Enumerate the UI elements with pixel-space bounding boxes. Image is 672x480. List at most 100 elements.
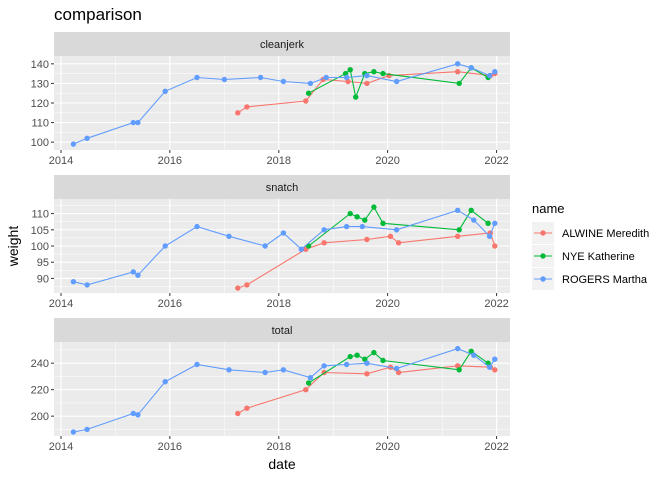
- data-point: [371, 349, 377, 356]
- data-point: [323, 74, 329, 81]
- data-point: [262, 369, 268, 376]
- data-point: [485, 220, 491, 226]
- data-point: [235, 410, 241, 417]
- data-point: [257, 74, 264, 81]
- x-axis-title: date: [268, 456, 295, 472]
- data-point: [455, 69, 461, 75]
- x-tick-label: 2020: [375, 298, 399, 310]
- data-point: [492, 69, 498, 75]
- data-point: [395, 240, 402, 246]
- data-point: [321, 363, 327, 369]
- data-point: [468, 348, 474, 354]
- data-point: [343, 223, 350, 230]
- x-tick-label: 2016: [158, 298, 182, 310]
- y-tick-label: 100: [31, 241, 49, 253]
- legend-key-point: [540, 253, 546, 259]
- x-tick-label: 2018: [267, 155, 291, 167]
- panel-background: [54, 342, 510, 436]
- series-rogers-martha: [70, 207, 498, 288]
- data-point: [359, 223, 365, 230]
- data-point: [235, 285, 241, 291]
- panel-snatch: snatch 90 95 100 105 110 2014 2016 2018 2020 2022: [31, 175, 510, 310]
- y-tick-label: 105: [31, 225, 49, 237]
- data-point: [135, 412, 141, 418]
- data-point: [468, 65, 474, 71]
- data-point: [280, 230, 287, 236]
- data-point: [226, 367, 232, 373]
- data-point: [135, 119, 141, 126]
- data-point: [194, 223, 200, 230]
- x-tick-label: 2014: [49, 298, 73, 310]
- x-tick-label: 2022: [484, 155, 508, 167]
- data-point: [343, 361, 350, 368]
- data-point: [456, 80, 462, 87]
- legend-entry: ROGERS Martha: [532, 268, 648, 290]
- strip-label: cleanjerk: [260, 39, 305, 51]
- data-point: [280, 78, 287, 85]
- x-tick-label: 2018: [267, 441, 291, 453]
- chart-title: comparison: [54, 5, 142, 24]
- data-point: [364, 72, 370, 79]
- data-point: [280, 367, 287, 373]
- data-point: [380, 220, 386, 226]
- y-tick-label: 100: [31, 137, 49, 149]
- data-point: [380, 357, 386, 364]
- data-point: [303, 98, 309, 104]
- data-point: [455, 207, 461, 213]
- data-point: [321, 227, 327, 233]
- strip-background: [54, 32, 510, 56]
- series-alwine-meredith: [235, 230, 498, 291]
- data-point: [305, 90, 312, 96]
- data-point: [393, 78, 400, 85]
- series-line: [308, 67, 489, 100]
- legend-label: ROGERS Martha: [562, 274, 648, 286]
- data-point: [162, 88, 168, 95]
- data-point: [194, 361, 200, 368]
- data-point: [455, 233, 461, 239]
- data-point: [393, 227, 400, 233]
- legend-entry: ALWINE Meredith: [532, 222, 649, 244]
- data-point: [221, 76, 228, 83]
- x-tick-label: 2020: [375, 441, 399, 453]
- data-point: [492, 356, 498, 362]
- strip-label: snatch: [266, 182, 298, 194]
- data-point: [364, 371, 370, 377]
- y-tick-label: 90: [37, 273, 49, 285]
- series-nye-katherine: [305, 348, 491, 386]
- data-point: [305, 380, 312, 386]
- data-point: [321, 240, 327, 246]
- data-point: [307, 375, 314, 381]
- legend-label: ALWINE Meredith: [562, 228, 649, 240]
- strip-background: [54, 175, 510, 199]
- series-nye-katherine: [305, 204, 491, 249]
- legend-key-point: [540, 276, 546, 282]
- data-point: [486, 233, 493, 239]
- data-point: [84, 135, 90, 141]
- data-point: [371, 204, 377, 210]
- x-tick-label: 2014: [49, 155, 73, 167]
- data-point: [362, 356, 368, 362]
- x-tick-label: 2022: [484, 441, 508, 453]
- data-point: [492, 243, 498, 249]
- series-line: [237, 365, 496, 414]
- data-point: [471, 217, 477, 223]
- legend-key-point: [540, 230, 546, 236]
- data-point: [354, 214, 360, 220]
- y-tick-label: 140: [31, 59, 49, 71]
- x-tick-label: 2018: [267, 298, 291, 310]
- y-tick-label: 200: [31, 411, 49, 423]
- x-tick-label: 2016: [158, 441, 182, 453]
- y-tick-label: 240: [31, 358, 49, 370]
- series-line: [237, 71, 496, 114]
- data-point: [354, 352, 360, 358]
- panel-cleanjerk: cleanjerk 100 110 120 130 140 2014 2016 2018 2020…: [31, 32, 510, 167]
- data-point: [364, 236, 370, 243]
- legend: name ALWINE Meredith NYE Katherine ROGERS …: [532, 201, 649, 290]
- data-point: [162, 379, 168, 385]
- data-point: [364, 80, 370, 87]
- data-point: [347, 67, 353, 73]
- data-point: [486, 72, 493, 79]
- data-point: [303, 387, 309, 393]
- series-rogers-martha: [70, 345, 498, 435]
- data-point: [468, 207, 474, 213]
